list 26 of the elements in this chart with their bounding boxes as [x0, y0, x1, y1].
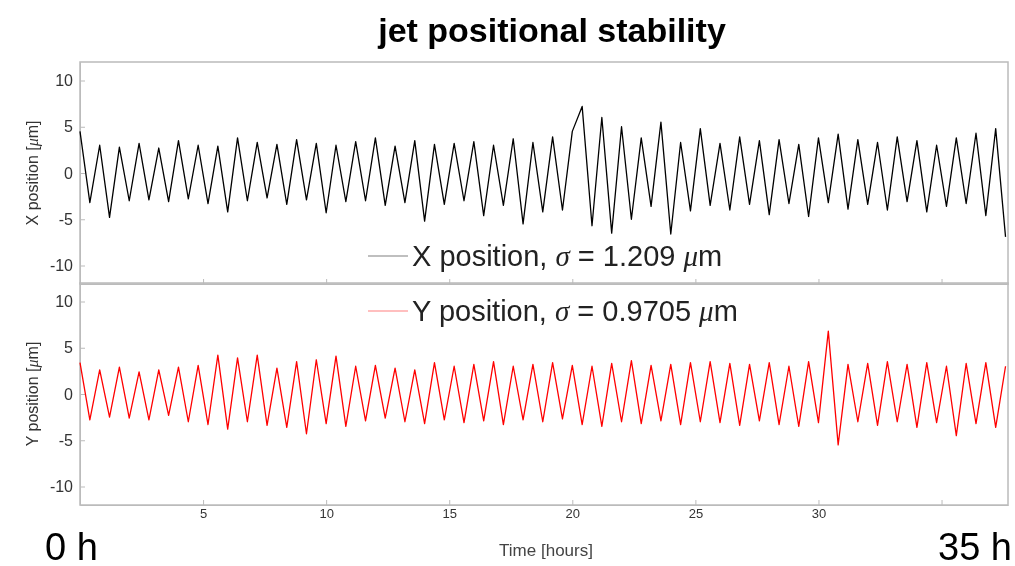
y-axis-title: X position [μm]: [24, 120, 42, 226]
x-tick-label: 25: [688, 506, 704, 521]
text: 0 h: [45, 526, 98, 566]
y-tick-label: 10: [55, 293, 74, 311]
y-tick-label: 5: [64, 118, 74, 136]
line-series: [79, 330, 1007, 446]
x-tick-label: 20: [565, 506, 581, 521]
y-tick-label: -10: [49, 478, 74, 496]
y-tick-label: 5: [64, 339, 74, 357]
x-tick-label: 5: [199, 506, 208, 521]
legend-label: Y position, σ = 0.9705 μm: [412, 295, 738, 327]
chart-title: jet positional stability: [377, 11, 726, 49]
y-tick-label: 0: [64, 385, 74, 403]
x-tick-label: 15: [442, 506, 457, 521]
y-tick-label: -5: [58, 431, 74, 449]
text: 35 h: [938, 526, 1012, 566]
x-tick-label: 10: [319, 506, 334, 521]
legend-label: X position, σ = 1.209 μm: [412, 240, 723, 272]
x-tick-label: 30: [811, 506, 827, 521]
x-axis-title: Time [hours]: [499, 541, 593, 560]
y-axis-title: Y position [μm]: [24, 341, 42, 447]
y-tick-label: -5: [58, 210, 74, 228]
y-tick-label: 0: [64, 164, 74, 182]
line-series: [79, 105, 1007, 238]
y-tick-label: -10: [49, 257, 74, 275]
y-tick-label: 10: [55, 72, 74, 90]
